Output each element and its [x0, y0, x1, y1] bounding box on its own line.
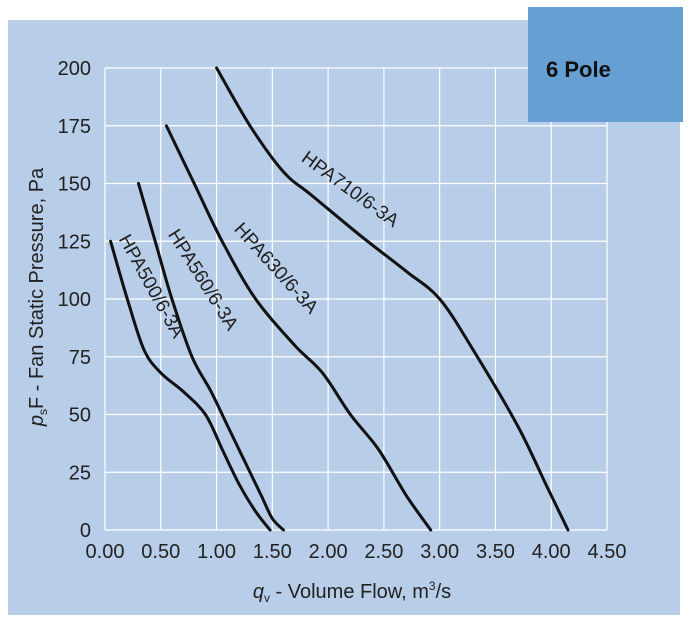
x-tick-label-2: 1.00: [197, 541, 236, 563]
curve-lines: [109, 66, 570, 532]
curve-hpa710-6-3a: [215, 66, 570, 532]
y-tick-label-8: 200: [58, 58, 91, 80]
y-axis-symbol: p: [26, 415, 48, 427]
x-tick-label-7: 3.50: [476, 541, 515, 563]
x-axis-tail: /s: [436, 581, 452, 603]
x-tick-labels: 0.00 0.50 1.00 1.50 2.00 2.50 3.00 3.50 4.00 4.50: [86, 541, 627, 563]
y-tick-label-7: 175: [58, 116, 91, 138]
curve-label-3: HPA710/6-3A: [297, 147, 402, 232]
y-axis-text: F - Fan Static Pressure, Pa: [26, 167, 48, 409]
x-tick-label-9: 4.50: [588, 541, 627, 563]
x-axis-label: qv - Volume Flow, m3/s: [253, 579, 451, 605]
pole-badge-label: 6 Pole: [546, 57, 611, 82]
y-tick-label-6: 150: [58, 174, 91, 196]
y-axis-label: psF - Fan Static Pressure, Pa: [26, 167, 50, 427]
x-tick-label-0: 0.00: [86, 541, 125, 563]
x-axis-subscript: v: [264, 591, 270, 605]
x-tick-label-4: 2.00: [309, 541, 348, 563]
y-axis-subscript: s: [36, 409, 50, 415]
x-axis-symbol: q: [253, 581, 264, 603]
x-tick-label-6: 3.00: [420, 541, 459, 563]
curve-hpa500-6-3a: [109, 239, 272, 532]
x-tick-label-5: 2.50: [364, 541, 403, 563]
y-tick-label-5: 125: [58, 231, 91, 253]
x-axis-text: - Volume Flow, m: [270, 581, 429, 603]
curve-label-2: HPA630/6-3A: [230, 219, 323, 319]
curve-hpa630-6-3a: [164, 124, 433, 532]
y-tick-labels: 0 25 50 75 100 125 150 175 200: [58, 58, 91, 542]
x-tick-label-8: 4.00: [532, 541, 571, 563]
y-tick-label-1: 25: [69, 462, 91, 484]
y-tick-label-0: 0: [80, 520, 91, 542]
y-tick-label-2: 50: [69, 405, 91, 427]
x-axis-superscript: 3: [429, 579, 436, 593]
x-tick-label-1: 0.50: [141, 541, 180, 563]
grid-lines: [104, 67, 608, 531]
pole-badge: 6 Pole: [528, 7, 683, 122]
y-tick-label-4: 100: [58, 289, 91, 311]
x-tick-label-3: 1.50: [253, 541, 292, 563]
curve-hpa560-6-3a: [137, 182, 285, 532]
y-tick-label-3: 75: [69, 347, 91, 369]
